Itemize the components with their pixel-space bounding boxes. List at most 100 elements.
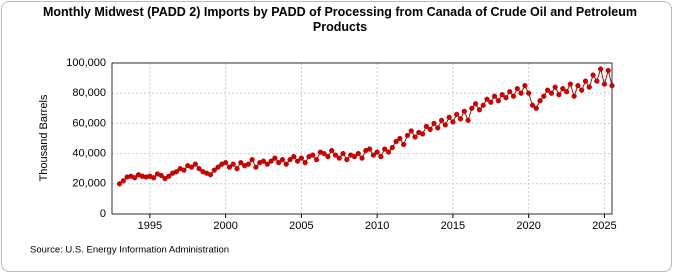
data-point <box>283 161 289 167</box>
data-point <box>120 178 126 184</box>
data-point <box>594 78 600 84</box>
data-point <box>268 158 274 164</box>
data-point <box>533 105 539 111</box>
data-point <box>295 158 301 164</box>
data-point <box>537 98 543 104</box>
data-point <box>393 138 399 145</box>
data-point <box>522 83 528 89</box>
data-point <box>351 154 358 160</box>
data-point <box>526 90 532 96</box>
data-point <box>598 66 604 72</box>
data-point <box>310 152 316 158</box>
plot-area <box>112 63 612 214</box>
data-point <box>469 105 475 111</box>
x-tick-label: 2000 <box>213 220 237 232</box>
data-point <box>366 146 373 152</box>
data-point <box>548 90 554 96</box>
data-point <box>116 181 123 187</box>
data-point <box>321 151 327 157</box>
y-tick-label: 60,000 <box>72 117 106 129</box>
data-point <box>223 160 229 166</box>
data-point <box>359 155 365 161</box>
y-tick-label: 80,000 <box>72 87 106 99</box>
data-point <box>207 172 214 178</box>
plot-border <box>111 62 613 215</box>
data-point <box>476 107 483 113</box>
frame <box>1 1 672 272</box>
data-point <box>605 67 611 74</box>
data-point <box>329 147 335 154</box>
data-point <box>461 108 467 114</box>
data-point <box>423 123 429 130</box>
data-point <box>514 86 520 92</box>
data-point <box>571 93 577 99</box>
data-point <box>302 160 308 166</box>
data-point <box>491 93 498 99</box>
data-point <box>465 117 471 123</box>
data-point <box>340 151 346 157</box>
data-point <box>518 90 524 96</box>
data-point <box>556 92 562 98</box>
data-point <box>412 134 418 140</box>
data-point <box>529 102 536 108</box>
data-point <box>427 126 433 133</box>
data-point <box>446 114 452 120</box>
data-point <box>151 175 157 181</box>
data-point <box>374 149 380 155</box>
data-point <box>385 149 392 155</box>
x-tick-label: 2005 <box>289 220 313 232</box>
data-point <box>238 160 244 166</box>
source: Source: U.S. Energy Information Administ… <box>30 245 229 256</box>
y-tick-label: 100,000 <box>66 57 106 69</box>
data-point <box>336 155 342 161</box>
data-point <box>166 173 172 179</box>
data-point <box>488 99 494 105</box>
y-axis-label: Thousand Barrels <box>38 94 50 181</box>
data-point <box>234 166 240 172</box>
data-point <box>442 122 448 128</box>
data-point <box>279 157 286 163</box>
data-point <box>192 161 198 167</box>
data-point <box>545 87 551 93</box>
x-tick-label: 2015 <box>441 220 465 232</box>
data-point <box>499 92 505 98</box>
data-point <box>355 151 361 157</box>
data-point <box>484 96 490 102</box>
data-point <box>162 175 168 182</box>
x-tick-label: 2020 <box>516 220 540 232</box>
chart-title: Monthly Midwest (PADD 2) Imports by PADD… <box>42 5 638 34</box>
y-tick-label: 0 <box>100 208 106 220</box>
data-point <box>510 93 517 99</box>
data-point <box>253 164 259 170</box>
data-point <box>552 84 558 90</box>
data-point <box>211 167 217 173</box>
data-point <box>344 157 350 163</box>
data-point <box>196 166 202 172</box>
data-point <box>291 154 297 160</box>
x-tick-label: 2010 <box>365 220 389 232</box>
data-point <box>582 78 589 84</box>
data-point <box>563 89 570 95</box>
data-point <box>457 116 464 122</box>
data-point <box>575 83 581 89</box>
data-point <box>230 161 236 167</box>
data-point <box>454 111 460 117</box>
data-point <box>408 128 414 134</box>
data-point <box>609 83 615 89</box>
data-point <box>382 146 388 152</box>
data-point <box>245 161 251 167</box>
data-point <box>378 154 384 160</box>
data-point <box>435 125 441 131</box>
data-point <box>249 157 255 163</box>
data-point <box>438 117 445 123</box>
data-point <box>503 95 509 101</box>
y-tick-label: 20,000 <box>72 178 106 190</box>
data-point <box>132 175 138 181</box>
data-point <box>389 144 395 151</box>
data-point <box>404 132 411 139</box>
data-point <box>332 152 339 158</box>
data-point <box>590 72 596 78</box>
data-point <box>158 172 164 179</box>
data-point <box>215 164 221 170</box>
